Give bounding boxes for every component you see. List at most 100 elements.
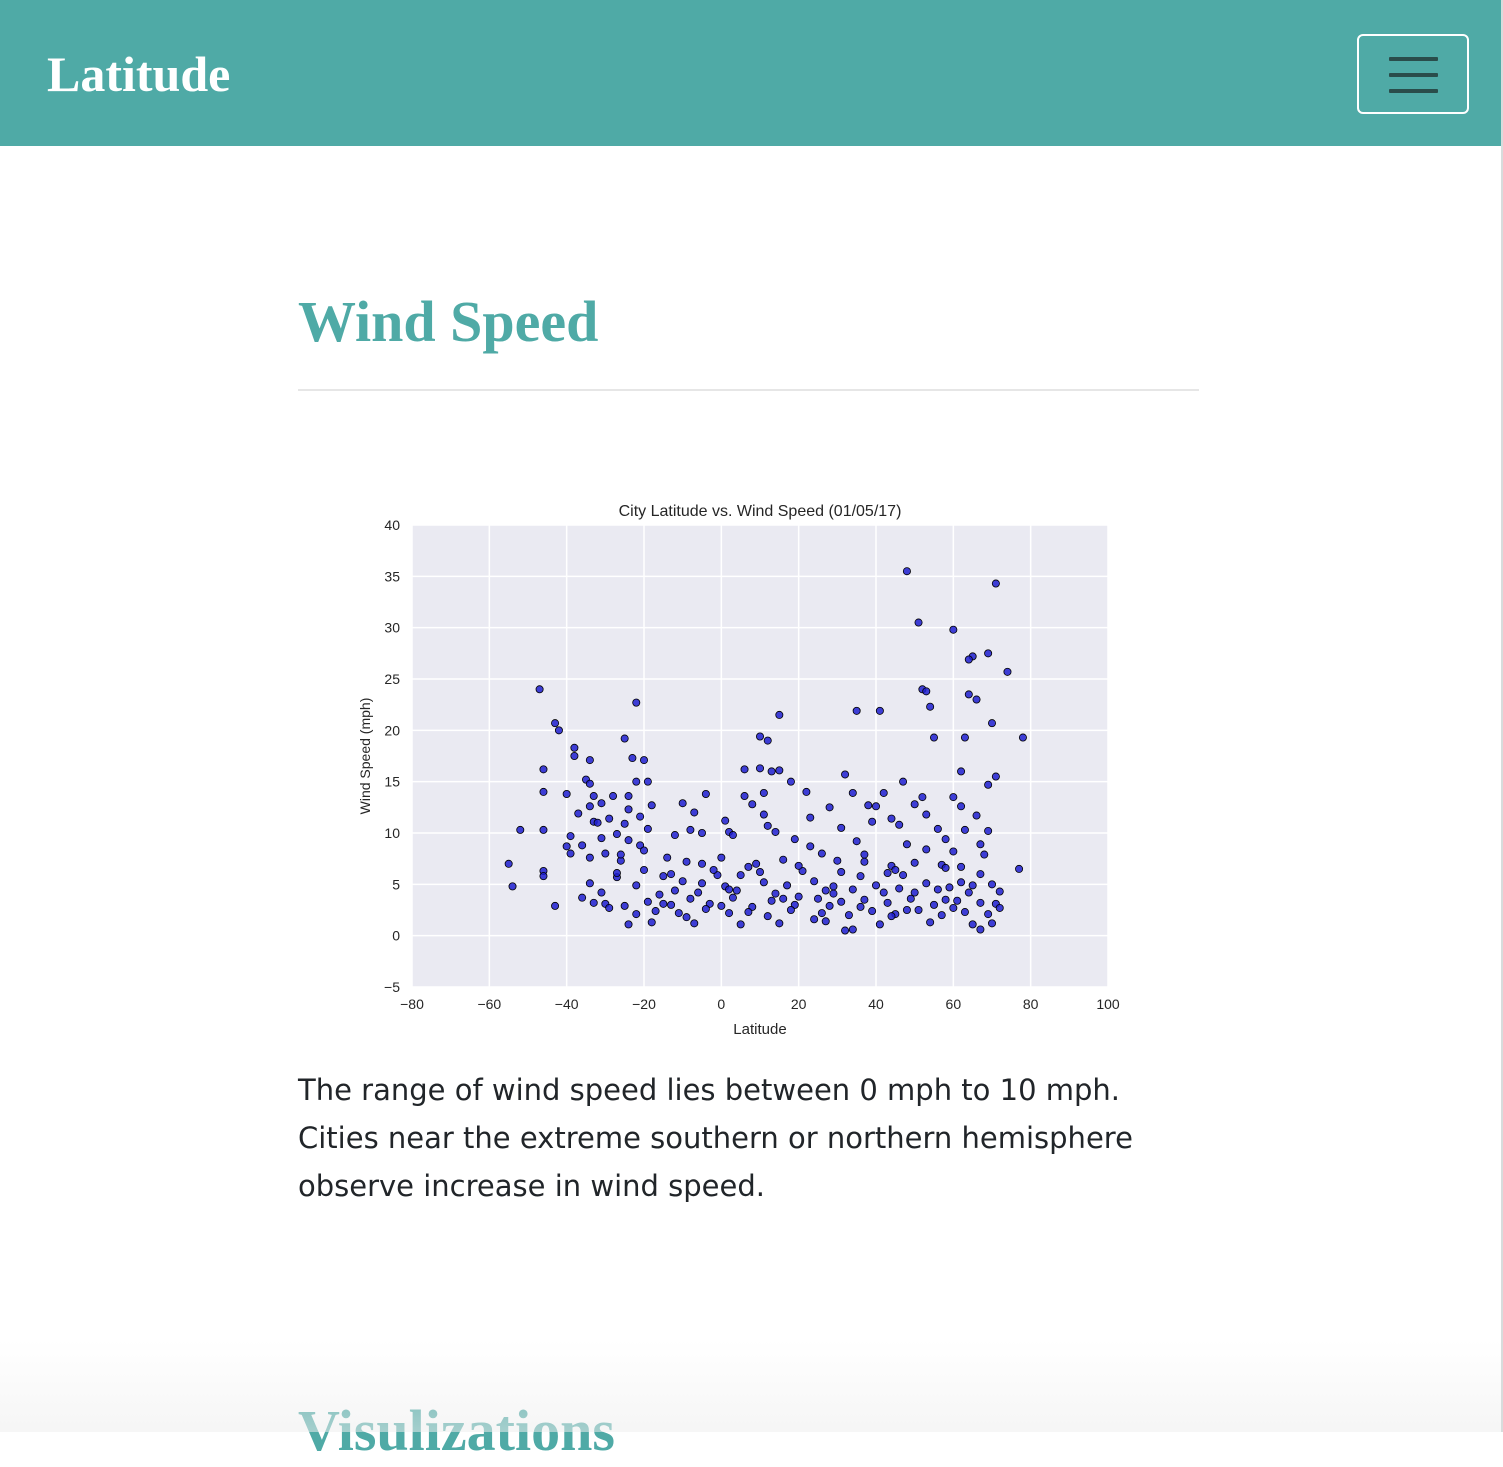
data-point (701, 789, 710, 798)
data-point (701, 904, 710, 913)
data-point (988, 719, 997, 728)
data-point (597, 799, 606, 808)
data-point (562, 842, 571, 851)
data-point (852, 706, 861, 715)
data-point (910, 800, 919, 809)
data-point (895, 820, 904, 829)
data-point (922, 879, 931, 888)
data-point (632, 777, 641, 786)
data-point (957, 878, 966, 887)
data-point (779, 894, 788, 903)
data-point (585, 879, 594, 888)
data-point (639, 865, 648, 874)
data-point (883, 869, 892, 878)
data-point (794, 892, 803, 901)
data-point (902, 840, 911, 849)
x-tick-label: 20 (791, 996, 807, 1012)
data-point (628, 754, 637, 763)
data-point (860, 895, 869, 904)
data-point (740, 792, 749, 801)
y-tick-label: 35 (384, 568, 400, 584)
data-point (976, 870, 985, 879)
data-point (736, 920, 745, 929)
data-point (941, 895, 950, 904)
chart-svg: −80 −60 −40 −20 0 20 40 60 80 100 40 35 30 25 20 15 10 5 0… (357, 503, 1120, 1038)
data-point (717, 901, 726, 910)
data-point (852, 837, 861, 846)
y-tick-label: 0 (392, 928, 400, 944)
data-point (551, 901, 560, 910)
section-title: Wind Speed (298, 289, 599, 354)
data-point (972, 695, 981, 704)
data-point (926, 702, 935, 711)
data-point (848, 885, 857, 894)
data-point (659, 899, 668, 908)
data-point (709, 865, 718, 874)
x-tick-label: −80 (400, 996, 424, 1012)
data-point (593, 818, 602, 827)
data-point (659, 872, 668, 881)
data-point (984, 826, 993, 835)
data-point (755, 764, 764, 773)
data-point (813, 894, 822, 903)
data-point (910, 858, 919, 867)
data-point (922, 687, 931, 696)
data-point (612, 830, 621, 839)
chart-title: City Latitude vs. Wind Speed (01/05/17) (619, 503, 902, 520)
data-point (775, 919, 784, 928)
y-tick-label: 40 (384, 517, 400, 533)
data-point (632, 698, 641, 707)
data-point (566, 849, 575, 858)
plot-area (412, 525, 1108, 987)
data-point (949, 903, 958, 912)
grid (411, 524, 1109, 988)
data-point (504, 859, 513, 868)
data-point (817, 909, 826, 918)
data-point (848, 788, 857, 797)
data-point (984, 910, 993, 919)
data-point (949, 847, 958, 856)
navbar-brand[interactable]: Latitude (47, 46, 231, 102)
x-axis-label: Latitude (733, 1021, 786, 1038)
data-point (759, 810, 768, 819)
data-point (976, 925, 985, 934)
data-point (732, 886, 741, 895)
x-tick-label: 80 (1023, 996, 1039, 1012)
data-point (728, 831, 737, 840)
data-point (891, 865, 900, 874)
data-point (902, 567, 911, 576)
bottom-shadow (0, 1340, 1501, 1432)
data-point (755, 732, 764, 741)
data-point (763, 821, 772, 830)
data-point (759, 878, 768, 887)
data-point (848, 925, 857, 934)
data-point (767, 896, 776, 905)
data-point (775, 766, 784, 775)
x-tick-label: −60 (477, 996, 501, 1012)
navbar-toggler-button[interactable] (1357, 34, 1469, 114)
data-point (612, 869, 621, 878)
data-point (895, 884, 904, 893)
data-point (825, 803, 834, 812)
data-point (508, 882, 517, 891)
data-point (748, 800, 757, 809)
x-tick-label: −20 (632, 996, 656, 1012)
data-point (933, 885, 942, 894)
data-point (624, 805, 633, 814)
data-point (926, 918, 935, 927)
data-point (1015, 864, 1024, 873)
data-point (953, 896, 962, 905)
data-point (899, 871, 908, 880)
data-point (609, 792, 618, 801)
data-point (786, 905, 795, 914)
data-point (725, 909, 734, 918)
data-point (554, 726, 563, 735)
data-point (972, 811, 981, 820)
y-tick-label: 10 (384, 825, 400, 841)
ticks: −80 −60 −40 −20 0 20 40 60 80 100 40 35 30 25 20 15 10 5 0… (384, 517, 1120, 1012)
data-point (980, 850, 989, 859)
data-point (821, 886, 830, 895)
data-point (752, 859, 761, 868)
data-point (841, 770, 850, 779)
data-point (968, 920, 977, 929)
